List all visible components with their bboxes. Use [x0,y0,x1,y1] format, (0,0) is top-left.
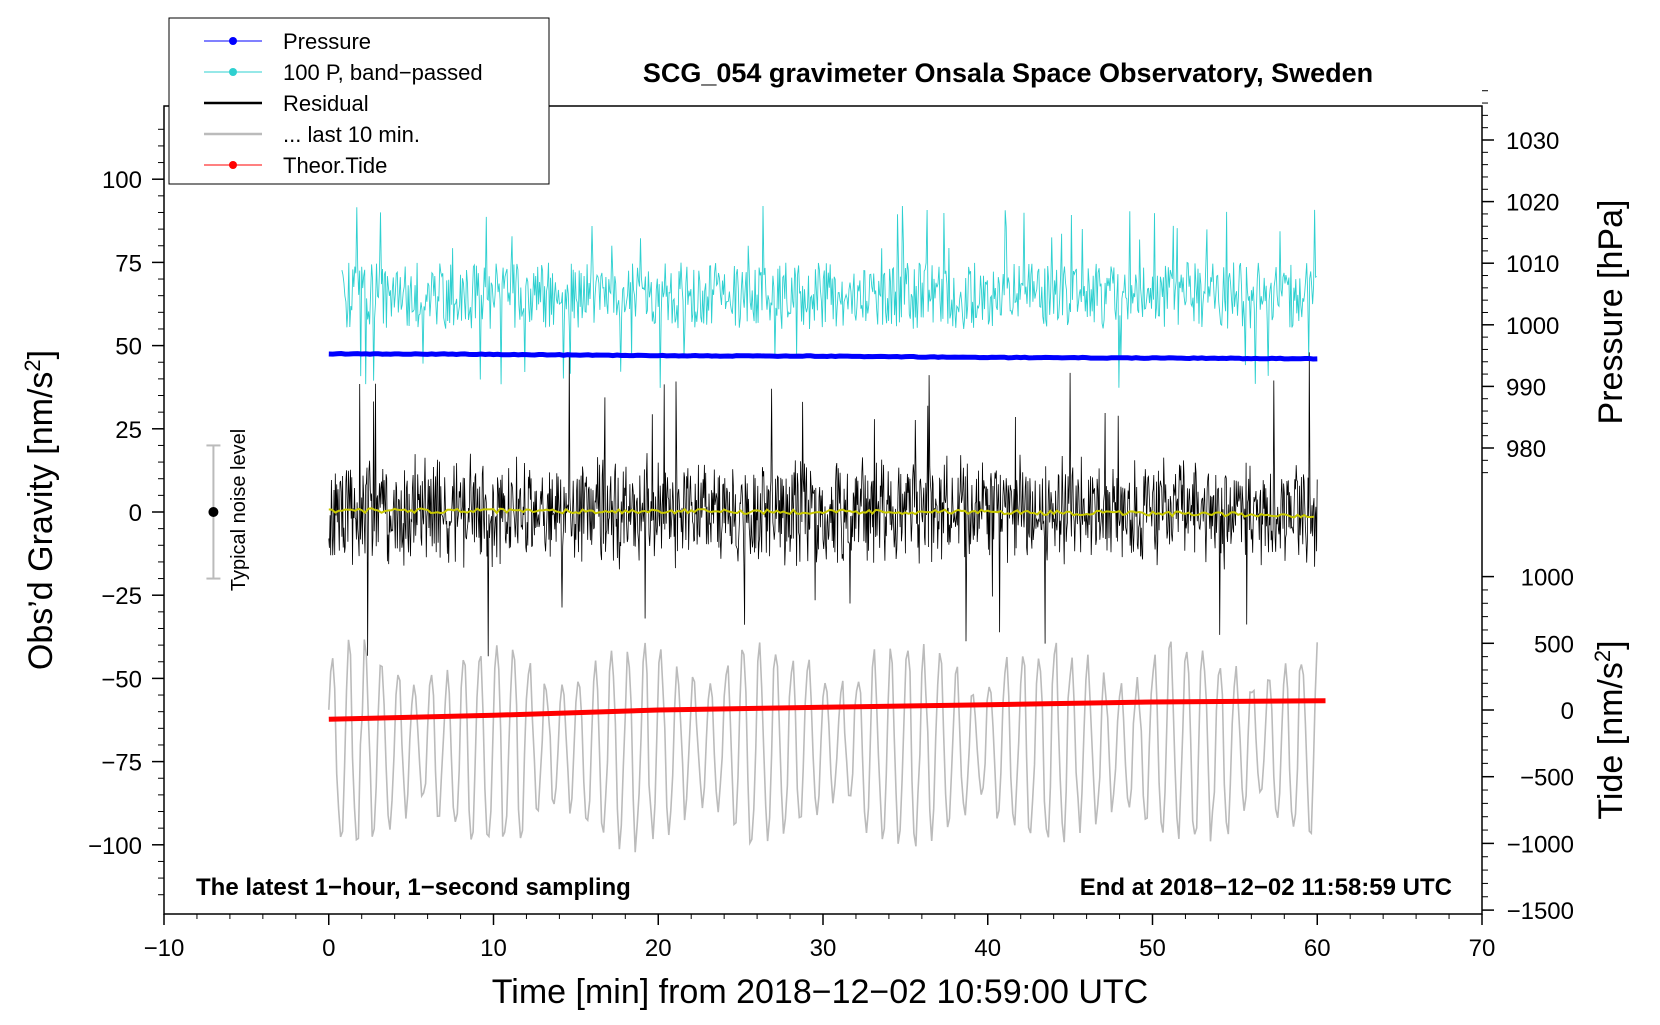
left-tick-label: −25 [101,583,142,610]
left-y-axis-label: Obs’d Gravity [nm/s2] [20,350,61,670]
left-y-label-main: Obs’d Gravity [nm/s [22,372,60,671]
series-residual-smoothed [328,507,1315,519]
left-y-label-sup: 2 [20,359,45,371]
pressure-tick-label: 1020 [1506,190,1559,217]
series-pressure [328,350,1318,362]
legend-entry-label: 100 P, band−passed [283,60,483,85]
pressure-tick-label: 1030 [1506,128,1559,155]
tide-axis-label: Tide [nm/s2] [1590,640,1631,819]
x-tick-label: 60 [1304,935,1331,962]
series-layer [328,205,1326,853]
legend-entry-label: ... last 10 min. [283,122,420,147]
x-tick-label: 20 [645,935,672,962]
legend-entry-label: Residual [283,91,369,116]
left-tick-label: −75 [101,750,142,777]
x-axis: −10 0 10 20 30 40 50 60 70 [144,914,1496,962]
left-tick-label: 100 [102,167,142,194]
left-tick-label: 50 [115,334,142,361]
tide-tick-label: −500 [1520,765,1574,792]
x-tick-label: 40 [974,935,1001,962]
legend-box [168,17,550,185]
left-tick-label: 0 [129,500,142,527]
left-y-axis: −100 −75 −50 −25 0 25 50 75 100 [88,128,164,896]
legend-swatch-marker [229,161,237,169]
x-tick-label: 0 [322,935,335,962]
legend-entry-label: Theor.Tide [283,153,387,178]
pressure-tick-label: 1000 [1506,313,1559,340]
x-tick-label: 50 [1139,935,1166,962]
legend-swatch-marker [229,37,237,45]
chart-title: SCG_054 gravimeter Onsala Space Observat… [643,58,1373,88]
noise-level-label: Typical noise level [228,429,250,591]
left-tick-label: −100 [88,833,142,860]
x-axis-label: Time [min] from 2018−12−02 10:59:00 UTC [492,973,1148,1011]
annotation-sampling: The latest 1−hour, 1−second sampling [196,874,631,901]
legend-swatch-marker [229,68,237,76]
series-band-passed-pressure [341,205,1317,388]
legend-entry-label: Pressure [283,29,371,54]
pressure-tick-label: 980 [1506,436,1546,463]
noise-level-dot [208,507,219,517]
pressure-axis-label: Pressure [hPa] [1592,200,1630,425]
noise-level-marker: Typical noise level [206,429,250,591]
left-tick-label: −50 [101,666,142,693]
x-tick-label: 70 [1469,935,1496,962]
series-theoretical-tide [328,698,1326,722]
tide-tick-label: 500 [1534,631,1574,658]
tide-tick-label: 0 [1561,698,1574,725]
x-tick-label: 10 [480,935,507,962]
x-tick-label: −10 [144,935,185,962]
series-residual [328,352,1318,657]
pressure-tick-label: 990 [1506,374,1546,401]
left-y-label-end: ] [22,350,60,359]
pressure-tick-label: 1010 [1506,251,1559,278]
tide-tick-label: −1500 [1507,898,1574,925]
left-tick-label: 75 [115,250,142,277]
annotation-end-time: End at 2018−12−02 11:58:59 UTC [1080,874,1452,901]
tide-label-sup: 2 [1590,650,1615,662]
tide-label-end: ] [1592,640,1630,649]
pressure-axis: 980 990 1000 1010 1020 1030 [1482,90,1559,474]
tide-tick-label: −1000 [1507,831,1574,858]
left-tick-label: 25 [115,417,142,444]
tide-label-main: Tide [nm/s [1592,662,1630,819]
x-tick-label: 30 [810,935,837,962]
legend: Pressure 100 P, band−passed Residual ... la… [168,17,550,185]
tide-axis: −1500 −1000 −500 0 500 1000 [1482,565,1574,925]
tide-tick-label: 1000 [1521,565,1574,592]
